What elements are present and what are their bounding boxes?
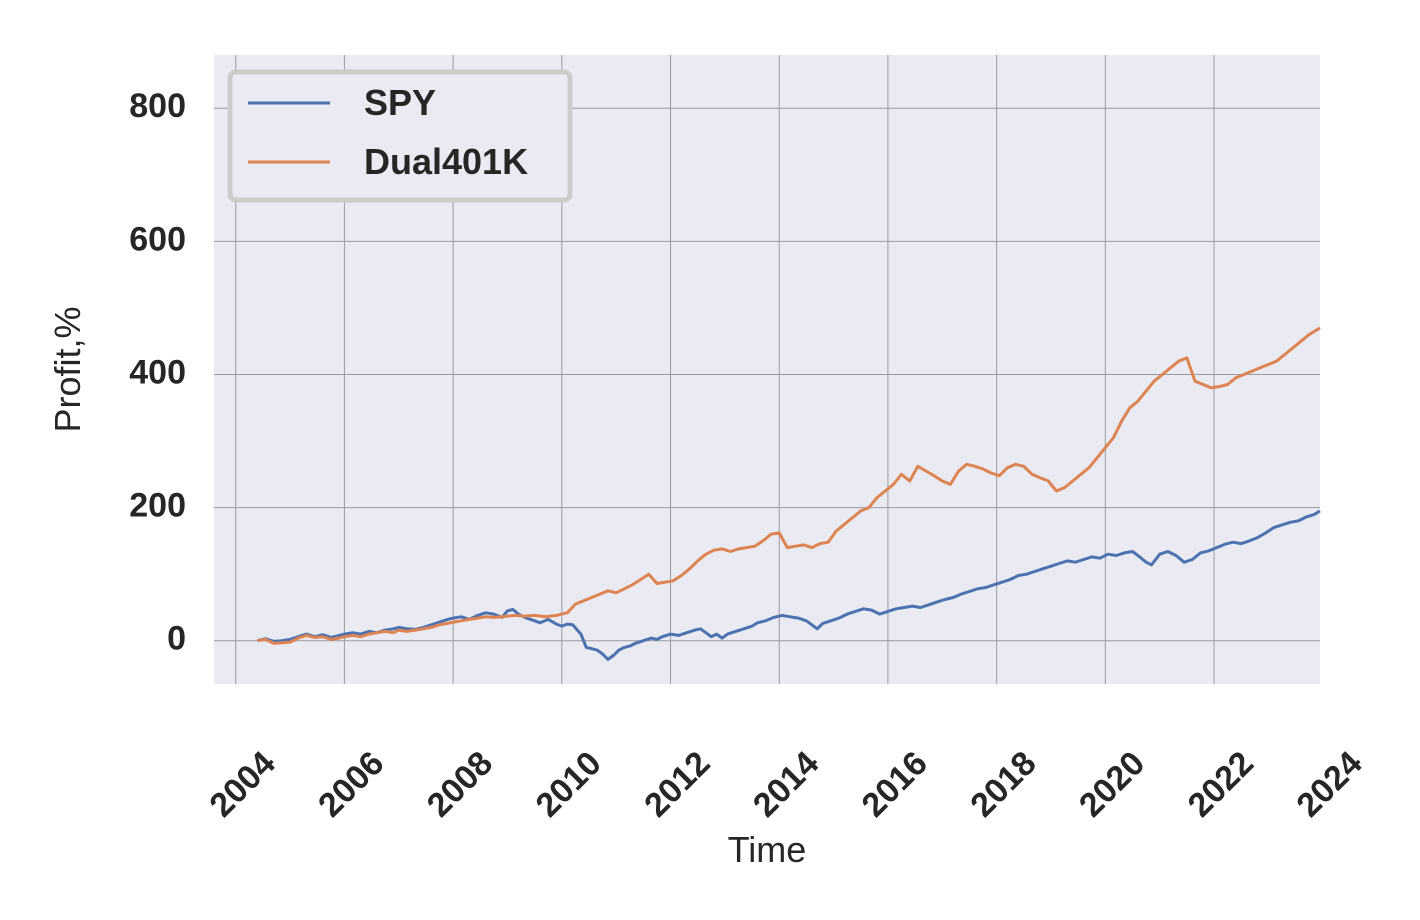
y-tick-label: 400 — [129, 353, 186, 391]
legend: SPY Dual401K — [227, 69, 573, 203]
x-tick-label: 2014 — [746, 744, 826, 824]
x-tick-label: 2006 — [311, 744, 391, 824]
y-tick-label: 800 — [129, 87, 186, 125]
y-axis-ticks: 0 200 400 600 800 — [129, 87, 186, 657]
x-tick-label: 2020 — [1072, 744, 1152, 824]
series-layer — [257, 326, 1321, 661]
y-tick-label: 600 — [129, 220, 186, 258]
y-tick-label: 200 — [129, 487, 186, 525]
x-tick-label: 2016 — [855, 744, 935, 824]
x-axis-label: Time — [728, 829, 807, 870]
y-tick-label: 0 — [167, 620, 186, 658]
legend-label-dual401k: Dual401K — [364, 141, 528, 182]
x-axis-ticks: 2004 2006 2008 2010 2012 2014 2016 2018 2020 2022… — [202, 744, 1369, 824]
series-line-dual401k — [257, 326, 1321, 645]
legend-label-spy: SPY — [364, 82, 436, 123]
y-axis-label: Profit,% — [47, 306, 88, 432]
x-tick-label: 2008 — [420, 744, 500, 824]
series-line-spy — [257, 509, 1321, 661]
x-tick-label: 2024 — [1289, 744, 1369, 824]
x-tick-label: 2010 — [528, 744, 608, 824]
x-tick-label: 2012 — [637, 744, 717, 824]
x-tick-label: 2022 — [1181, 744, 1261, 824]
x-tick-label: 2004 — [202, 744, 282, 824]
x-tick-label: 2018 — [963, 744, 1043, 824]
